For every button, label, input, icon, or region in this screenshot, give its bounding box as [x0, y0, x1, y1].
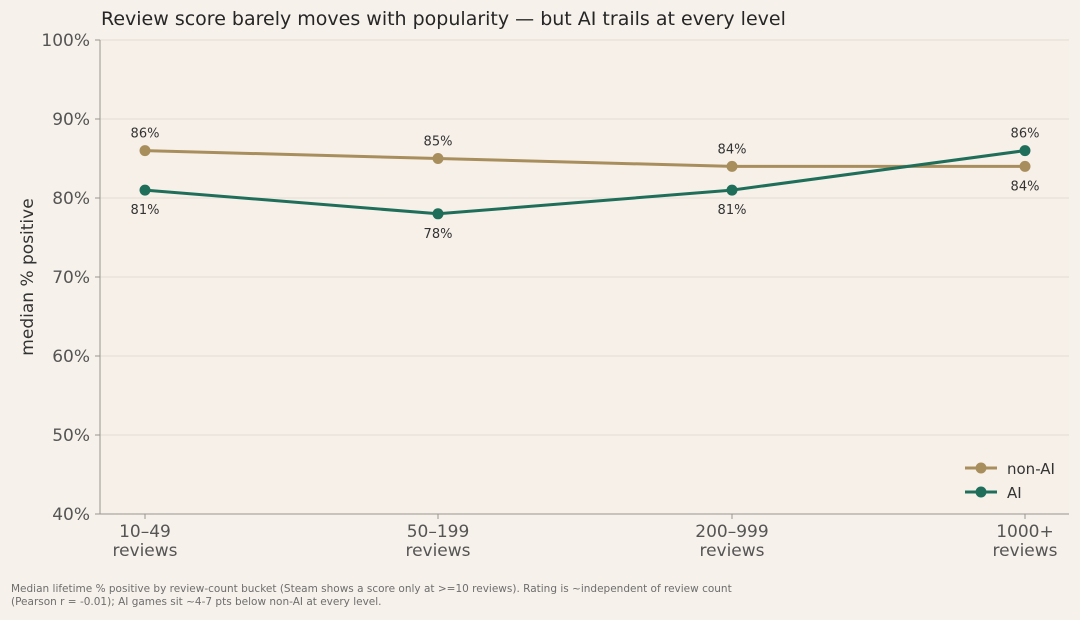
- point-ai-1: [432, 208, 444, 220]
- legend-label-ai: AI: [1007, 484, 1022, 502]
- series-line-non-ai: [143, 149, 1027, 168]
- data-label-non-ai-2: 84%: [718, 142, 747, 157]
- data-label-non-ai-0: 86%: [131, 127, 160, 142]
- series: [139, 145, 1031, 220]
- y-tick-label-100: 100%: [41, 31, 90, 51]
- legend: non-AI AI: [965, 460, 1055, 502]
- y-tick-label-80: 80%: [52, 189, 90, 209]
- legend-marker-non-ai: [975, 462, 987, 474]
- x-tick-label-3-1: reviews: [992, 541, 1057, 561]
- chart-title: Review score barely moves with popularit…: [101, 8, 786, 30]
- x-tick-label-0-0: 10–49: [119, 522, 171, 542]
- data-label-non-ai-1: 85%: [424, 135, 453, 150]
- data-label-ai-1: 78%: [424, 227, 453, 242]
- point-non-ai-1: [432, 153, 444, 164]
- y-tick-label-90: 90%: [52, 110, 90, 130]
- x-tick-label-1-0: 50–199: [407, 522, 470, 542]
- point-non-ai-2: [726, 160, 738, 172]
- point-ai-0: [139, 184, 151, 196]
- legend-marker-ai: [975, 486, 987, 498]
- y-tick-label-50: 50%: [52, 426, 90, 446]
- point-ai-2: [726, 184, 738, 196]
- data-label-non-ai-3: 84%: [1011, 179, 1040, 194]
- data-label-ai-3: 86%: [1011, 127, 1040, 142]
- legend-label-non-ai: non-AI: [1007, 460, 1055, 478]
- y-tick-label-40: 40%: [52, 505, 90, 525]
- footnote: Median lifetime % positive by review-cou…: [11, 583, 732, 608]
- y-axis-label: median % positive: [18, 198, 38, 355]
- data-label-ai-0: 81%: [131, 203, 160, 218]
- data-label-ai-2: 81%: [718, 203, 747, 218]
- gridlines: [100, 39, 1069, 436]
- x-tick-label-2-0: 200–999: [695, 522, 768, 542]
- x-tick-label-2-1: reviews: [699, 541, 764, 561]
- y-tick-label-60: 60%: [52, 347, 90, 367]
- point-non-ai-0: [139, 145, 151, 157]
- axes: 40%50%60%70%80%90%100%10–49reviews50–199…: [41, 31, 1069, 561]
- y-tick-label-70: 70%: [52, 268, 90, 288]
- series-line-ai: [143, 149, 1027, 216]
- point-non-ai-3: [1019, 160, 1031, 172]
- x-tick-label-3-0: 1000+: [996, 522, 1054, 542]
- data-labels: 86% 85% 84% 84% 81% 78% 81% 86%: [131, 127, 1040, 242]
- chart-svg: 40%50%60%70%80%90%100%10–49reviews50–199…: [18, 8, 1069, 561]
- point-ai-3: [1019, 145, 1031, 157]
- x-tick-label-0-1: reviews: [112, 541, 177, 561]
- x-tick-label-1-1: reviews: [405, 541, 470, 561]
